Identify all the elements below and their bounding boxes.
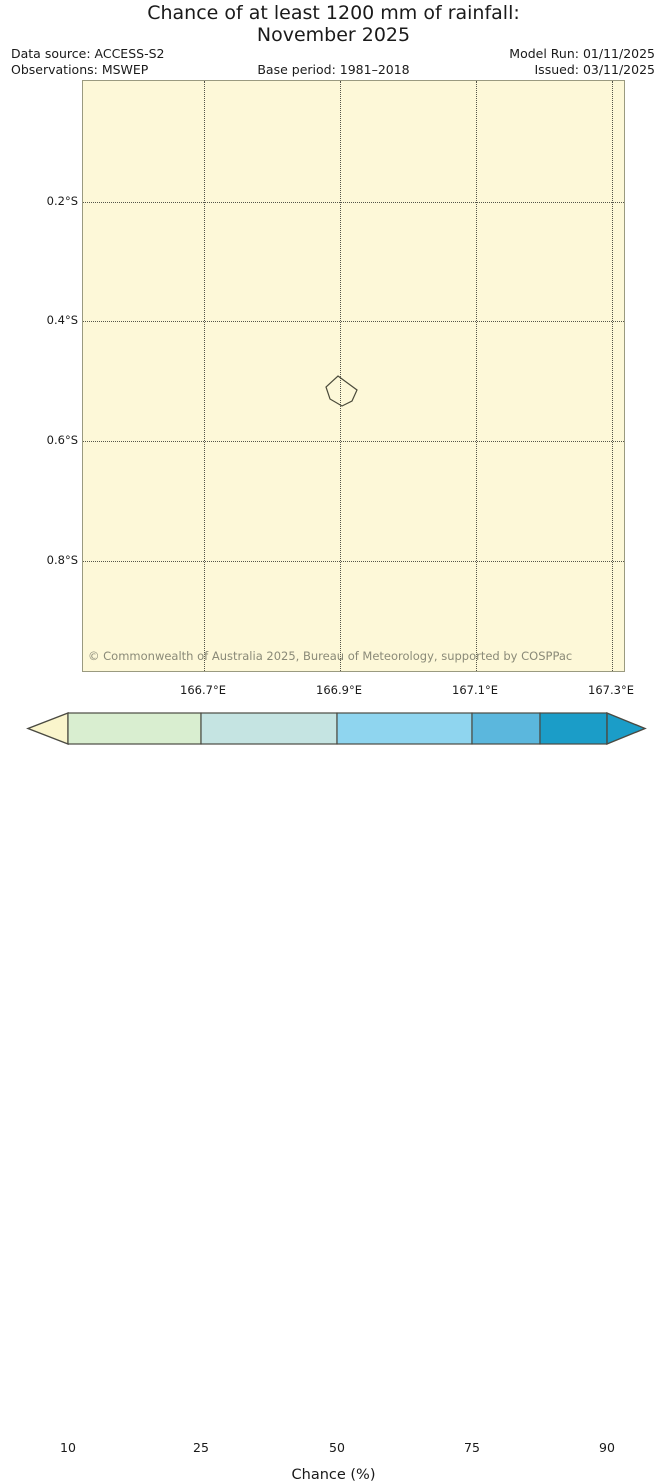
copyright-notice: © Commonwealth of Australia 2025, Bureau… — [88, 649, 573, 663]
colorbar-axis-title: Chance (%) — [291, 1467, 376, 1483]
title-line-1: Chance of at least 1200 mm of rainfall: — [147, 2, 520, 24]
xtick-label-2: 167.1°E — [452, 683, 498, 697]
observations-label: Observations: MSWEP — [11, 62, 149, 77]
ytick-label-3: 0.8°S — [46, 553, 78, 567]
ytick-label-1: 0.4°S — [46, 313, 78, 327]
island-outline-icon — [325, 375, 358, 407]
colorbar-tick-25: 25 — [193, 1440, 209, 1455]
ytick-label-0: 0.2°S — [46, 194, 78, 208]
colorbar-swatches[interactable] — [0, 706, 667, 766]
model-run-label: Model Run: 01/11/2025 — [509, 46, 655, 61]
base-period-label: Base period: 1981–2018 — [257, 62, 410, 77]
xtick-label-0: 166.7°E — [180, 683, 226, 697]
gridline-lon-166-7 — [204, 81, 205, 671]
title-line-2: November 2025 — [256, 24, 411, 46]
gridline-lat-0-2s — [83, 202, 624, 203]
colorbar-under-arrow — [26, 711, 69, 746]
ytick-label-2: 0.6°S — [46, 433, 78, 447]
gridline-lat-0-8s — [83, 561, 624, 562]
colorbar-tick-90: 90 — [599, 1440, 615, 1455]
colorbar-segment-2 — [336, 712, 473, 745]
gridline-lon-166-9 — [340, 81, 341, 671]
gridline-lon-167-1 — [476, 81, 477, 671]
island-outline — [325, 375, 358, 407]
colorbar-segment-0 — [67, 712, 202, 745]
colorbar-tick-75: 75 — [464, 1440, 480, 1455]
xtick-label-3: 167.3°E — [588, 683, 634, 697]
gridline-lat-0-6s — [83, 441, 624, 442]
metadata-row-top: Data source: ACCESS-S2 Model Run: 01/11/… — [0, 46, 667, 62]
colorbar-segment-3 — [471, 712, 541, 745]
colorbar-over-arrow — [606, 711, 647, 746]
gridline-lat-0-4s — [83, 321, 624, 322]
map-plot-area[interactable] — [82, 80, 625, 672]
colorbar-segment-1 — [200, 712, 338, 745]
colorbar[interactable]: 10 25 50 75 90 Chance (%) — [0, 706, 667, 1483]
page-title: Chance of at least 1200 mm of rainfall: … — [0, 2, 667, 46]
data-source-label: Data source: ACCESS-S2 — [11, 46, 165, 61]
colorbar-tick-10: 10 — [60, 1440, 76, 1455]
xtick-label-1: 166.9°E — [316, 683, 362, 697]
issued-label: Issued: 03/11/2025 — [534, 62, 656, 77]
colorbar-tick-50: 50 — [329, 1440, 345, 1455]
gridline-lon-167-3 — [612, 81, 613, 671]
metadata-row-bottom: Observations: MSWEP Base period: 1981–20… — [0, 62, 667, 78]
colorbar-segment-4 — [539, 712, 608, 745]
